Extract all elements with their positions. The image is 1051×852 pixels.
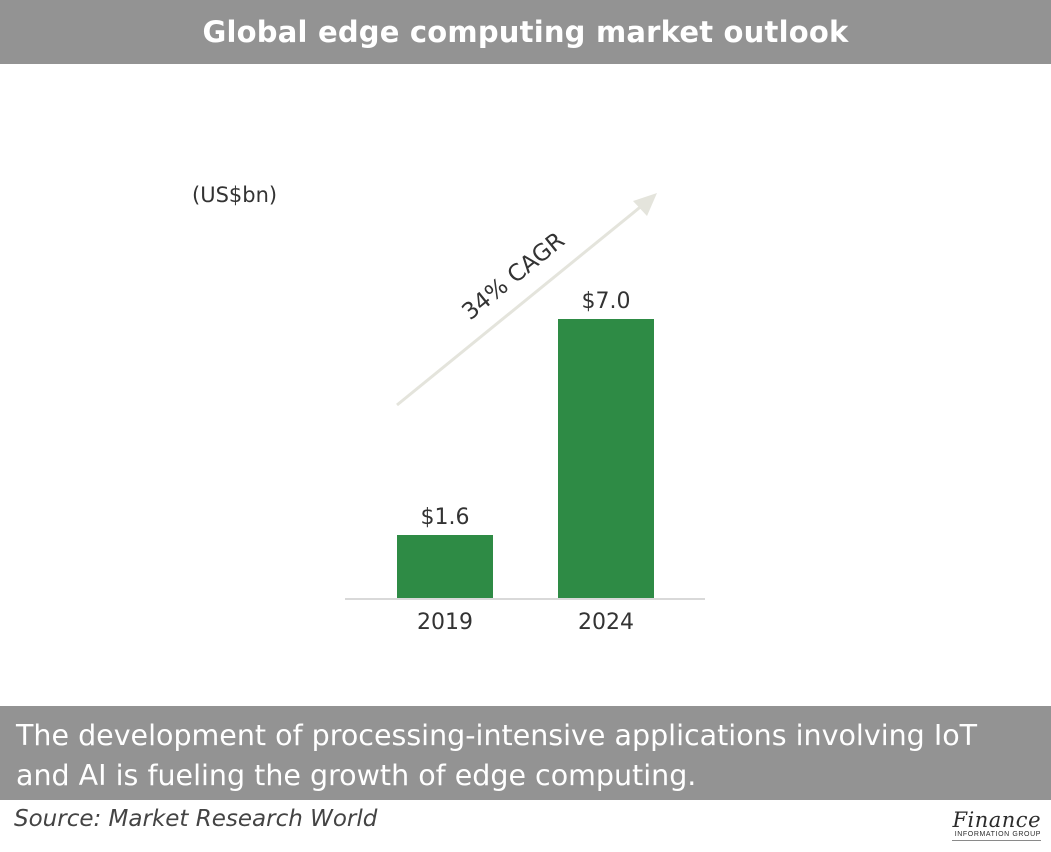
bars-layer: $1.6 2019 $7.0 2024: [397, 289, 654, 635]
unit-label: (US$bn): [192, 183, 277, 207]
logo-main-text: Finance: [952, 808, 1041, 832]
bar-2024: [558, 319, 654, 599]
category-label-2019: 2019: [417, 610, 473, 635]
cagr-arrow-line: [396, 202, 645, 407]
value-label-2024: $7.0: [582, 289, 631, 314]
caption-box: The development of processing-intensive …: [0, 706, 1051, 800]
cagr-arrow-head: [633, 193, 657, 216]
source-note: Source: Market Research World: [14, 806, 378, 832]
bar-2019: [397, 535, 493, 599]
category-label-2024: 2024: [578, 610, 634, 635]
page-title: Global edge computing market outlook: [202, 15, 849, 49]
caption-text: The development of processing-intensive …: [16, 719, 978, 792]
finance-logo: Finance INFORMATION GROUP: [952, 810, 1041, 841]
logo-sub-text: INFORMATION GROUP: [954, 831, 1041, 838]
value-label-2019: $1.6: [421, 505, 470, 530]
header-bar: Global edge computing market outlook: [0, 0, 1051, 64]
